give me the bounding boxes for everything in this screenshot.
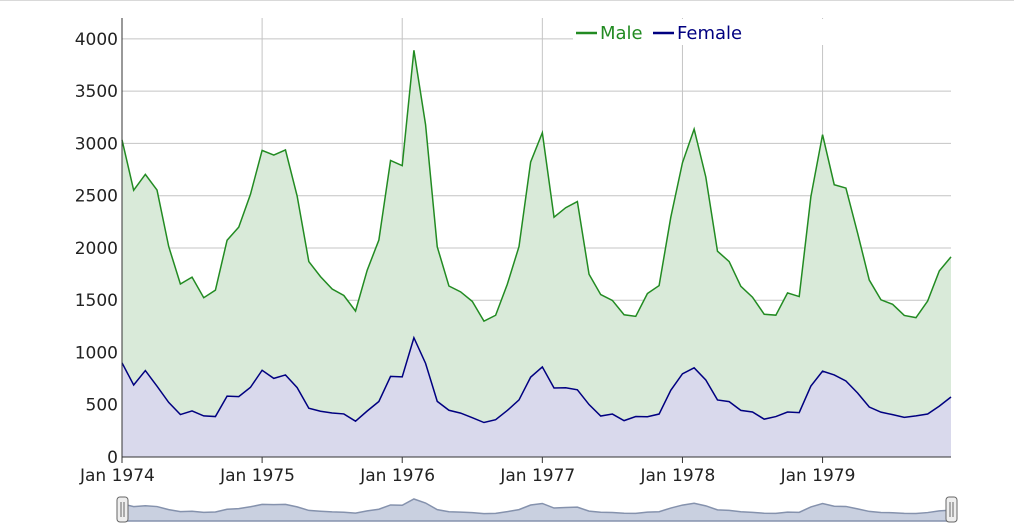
- y-tick-label: 3000: [75, 134, 118, 154]
- legend-background: [573, 19, 951, 45]
- y-tick-label: 0: [107, 448, 118, 468]
- area-female: [122, 337, 951, 457]
- y-tick-label: 4000: [75, 30, 118, 50]
- x-tick-label: Jan 1975: [219, 466, 295, 486]
- y-tick-label: 1500: [75, 291, 118, 311]
- line-male: [121, 50, 952, 323]
- y-tick-labels: 0 500 1000 1500 2000 2500 3000 3500 4000: [75, 30, 118, 468]
- line-layer: [121, 50, 952, 424]
- y-tick-label: 1000: [75, 343, 118, 363]
- top-border: [0, 0, 1014, 1]
- x-tick-label: Jan 1977: [499, 466, 575, 486]
- x-tick-label: Jan 1978: [639, 466, 715, 486]
- area-layer: [122, 50, 951, 457]
- x-tick-label: Jan 1974: [79, 466, 155, 486]
- line-female: [121, 335, 952, 424]
- range-selector-miniplot: [121, 498, 952, 522]
- range-selector[interactable]: [116, 496, 958, 523]
- legend-label-female: Female: [677, 23, 742, 44]
- axes: [121, 18, 951, 458]
- legend: Male Female: [573, 19, 951, 45]
- range-handle-right[interactable]: [945, 496, 958, 523]
- y-tick-label: 3500: [75, 82, 118, 102]
- range-handle-left[interactable]: [116, 496, 129, 523]
- y-tick-label: 500: [86, 396, 118, 416]
- x-tick-labels: Jan 1974 Jan 1975 Jan 1976 Jan 1977 Jan 1978…: [79, 466, 855, 486]
- y-tick-label: 2000: [75, 239, 118, 259]
- area-male: [122, 50, 951, 423]
- x-tick-label: Jan 1979: [780, 466, 856, 486]
- legend-label-male: Male: [600, 23, 643, 44]
- x-tick-label: Jan 1976: [359, 466, 435, 486]
- y-tick-label: 2500: [75, 187, 118, 207]
